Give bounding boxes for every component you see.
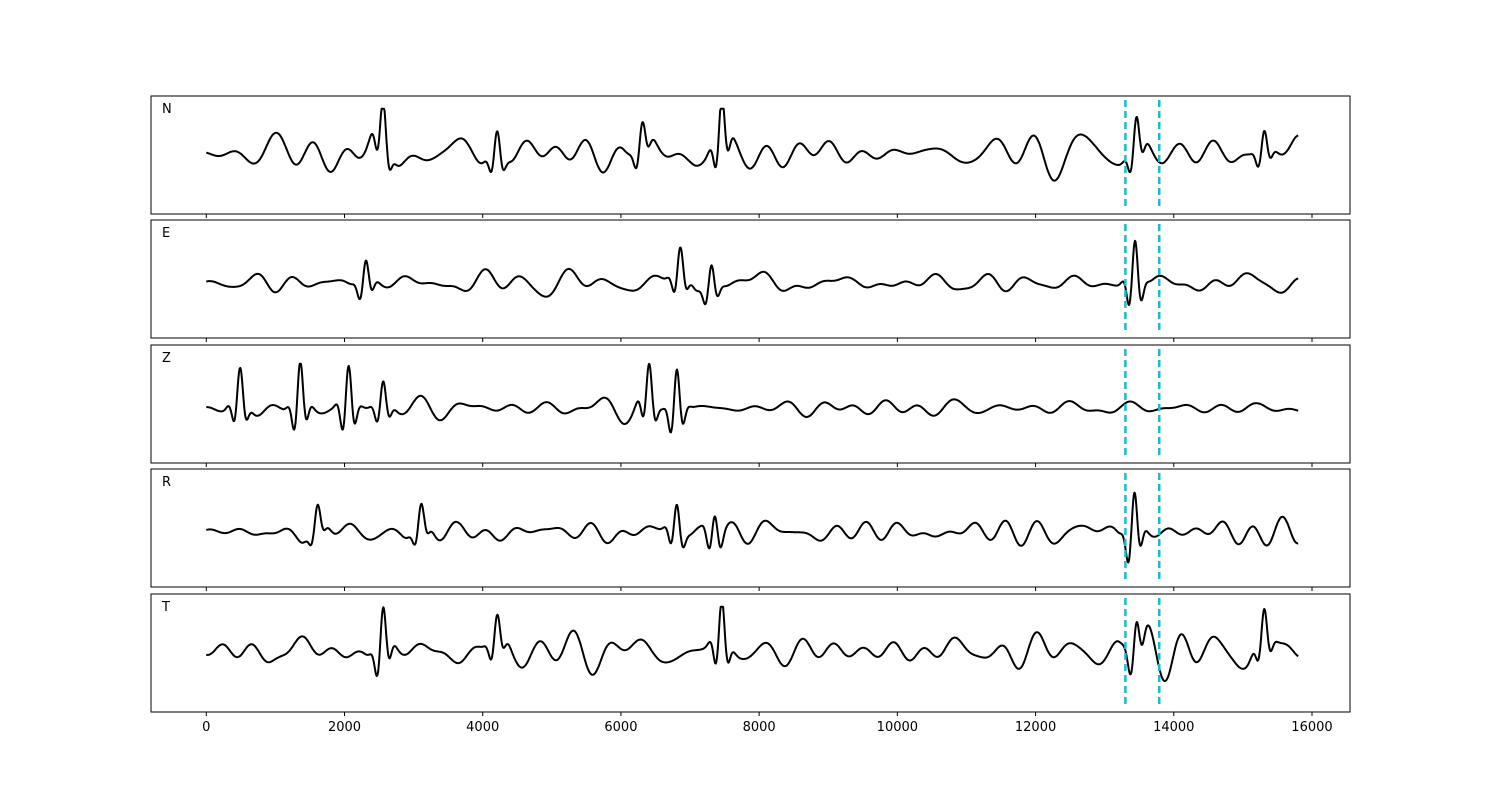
- x-tick-label: 16000: [1291, 720, 1332, 735]
- trace-t: [205, 605, 1299, 683]
- panel-label-r: R: [162, 475, 171, 490]
- x-tick-label: 14000: [1153, 720, 1194, 735]
- trace-e: [205, 239, 1299, 306]
- trace-r: [205, 491, 1299, 564]
- x-tick-label: 6000: [604, 720, 637, 735]
- panel-frame: [150, 593, 1351, 713]
- trace-z: [205, 362, 1299, 434]
- x-axis: 0 2000 4000 6000 8000 10000 12000 14000 16000: [202, 720, 1333, 735]
- panel-label-n: N: [162, 102, 172, 117]
- x-tick-label: 8000: [743, 720, 776, 735]
- panel-label-e: E: [162, 226, 170, 241]
- panel-frame: [150, 219, 1351, 339]
- panel-label-z: Z: [162, 351, 171, 366]
- x-tick-label: 10000: [877, 720, 918, 735]
- panel-label-t: T: [161, 600, 170, 615]
- x-tick-label: 2000: [328, 720, 361, 735]
- panel-frame: [150, 468, 1351, 588]
- panel-t: T: [150, 593, 1351, 716]
- panels-group: N E Z R T: [150, 95, 1351, 716]
- panel-n: N: [150, 95, 1351, 218]
- x-tick-label: 4000: [466, 720, 499, 735]
- panel-e: E: [150, 219, 1351, 342]
- panel-z: Z: [150, 344, 1351, 467]
- x-tick-label: 0: [202, 720, 210, 735]
- panel-r: R: [150, 468, 1351, 591]
- trace-n: [205, 107, 1299, 182]
- panel-frame: [150, 344, 1351, 464]
- x-tick-label: 12000: [1015, 720, 1056, 735]
- panel-frame: [150, 95, 1351, 215]
